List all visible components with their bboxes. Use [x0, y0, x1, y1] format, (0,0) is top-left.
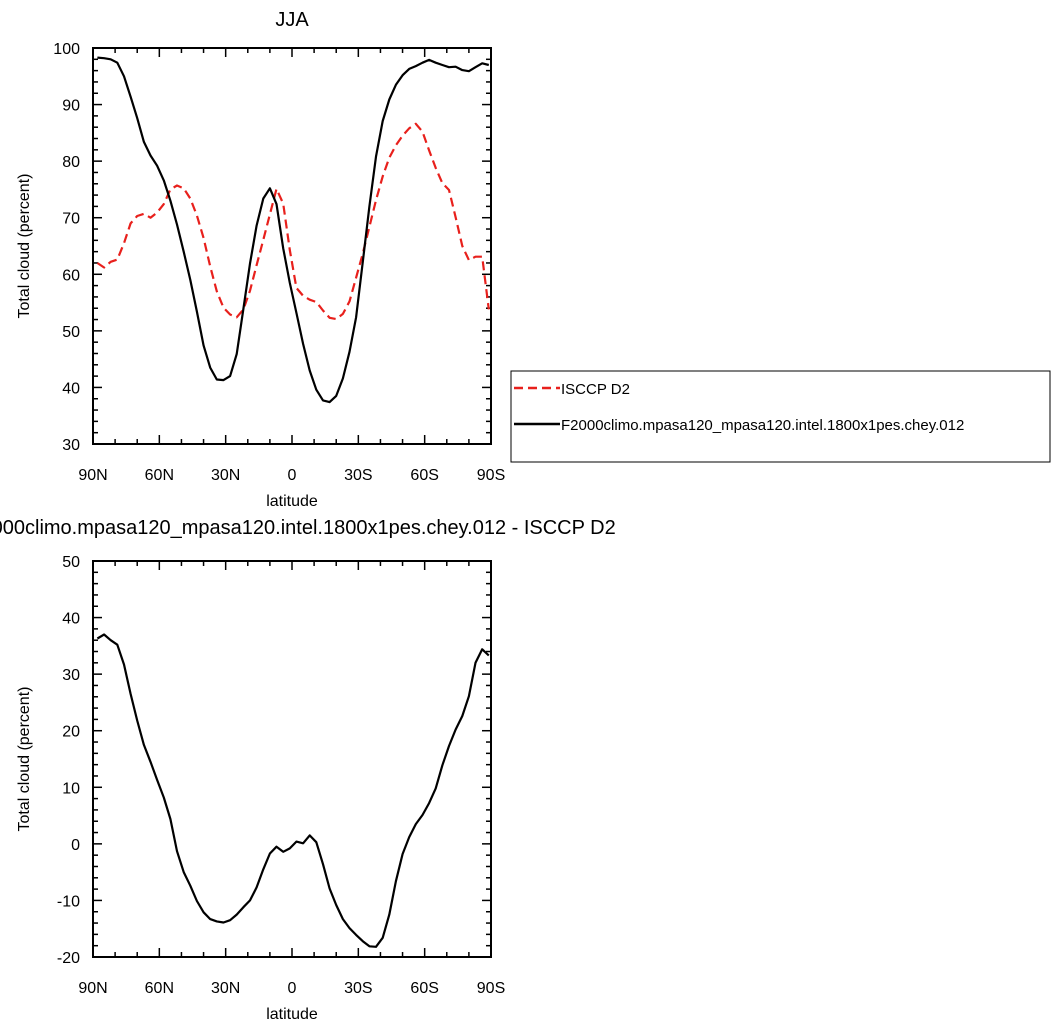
- x-tick-label: 30N: [211, 980, 240, 997]
- chart-bottom-frame: [92, 560, 492, 958]
- y-tick-label: 20: [62, 724, 80, 741]
- legend: ISCCP D2 F2000climo.mpasa120_mpasa120.in…: [510, 370, 1051, 463]
- chart-bottom-lines: [96, 633, 490, 948]
- legend-label-isccp: ISCCP D2: [561, 381, 630, 398]
- x-tick-label: 60N: [145, 980, 174, 997]
- y-tick-label: 90: [62, 98, 80, 115]
- y-tick-label: 0: [71, 837, 80, 854]
- x-tick-label: 90S: [477, 467, 505, 484]
- x-tick-label: 0: [288, 467, 297, 484]
- y-tick-label: -10: [57, 893, 80, 910]
- x-tick-label: 30S: [344, 980, 372, 997]
- chart-bottom-x-axis-label: latitude: [266, 1006, 318, 1023]
- x-tick-label: 90N: [78, 467, 107, 484]
- x-tick-label: 0: [288, 980, 297, 997]
- series-line-bot-0: [96, 633, 490, 948]
- chart-top-y-axis-label: Total cloud (percent): [16, 174, 33, 319]
- chart-top-y-tick-labels: 30 40 50 60 70 80 90 100: [53, 41, 80, 454]
- chart-top-x-axis-label: latitude: [266, 493, 318, 510]
- chart-top-ticks: [92, 47, 492, 445]
- y-tick-label: -20: [57, 950, 80, 967]
- y-tick-label: 60: [62, 267, 80, 284]
- chart-bottom: F2000climo.mpasa120_mpasa120.intel.1800x…: [0, 517, 616, 1023]
- chart-bottom-x-tick-labels: 90N 60N 30N 0 30S 60S 90S: [78, 980, 505, 997]
- legend-box: [510, 370, 1051, 463]
- x-tick-label: 90S: [477, 980, 505, 997]
- x-tick-label: 60N: [145, 467, 174, 484]
- chart-top-title: JJA: [275, 9, 309, 31]
- y-tick-label: 30: [62, 667, 80, 684]
- x-tick-label: 30S: [344, 467, 372, 484]
- chart-top-lines: [96, 56, 490, 404]
- y-tick-label: 30: [62, 437, 80, 454]
- legend-label-model: F2000climo.mpasa120_mpasa120.intel.1800x…: [561, 417, 964, 434]
- y-tick-label: 50: [62, 554, 80, 571]
- chart-bottom-ticks: [92, 560, 492, 958]
- y-tick-label: 50: [62, 324, 80, 341]
- chart-bottom-y-axis-label: Total cloud (percent): [16, 687, 33, 832]
- chart-bottom-y-tick-labels: -20 -10 0 10 20 30 40 50: [57, 554, 80, 967]
- chart-top-x-tick-labels: 90N 60N 30N 0 30S 60S 90S: [78, 467, 505, 484]
- x-tick-label: 60S: [410, 980, 438, 997]
- y-tick-label: 10: [62, 780, 80, 797]
- y-tick-label: 100: [53, 41, 80, 58]
- chart-top-frame: [92, 47, 492, 445]
- x-tick-label: 60S: [410, 467, 438, 484]
- x-tick-label: 90N: [78, 980, 107, 997]
- y-tick-label: 40: [62, 380, 80, 397]
- chart-bottom-title: F2000climo.mpasa120_mpasa120.intel.1800x…: [0, 517, 616, 539]
- series-line-top-0: [96, 122, 490, 321]
- series-line-top-1: [97, 56, 490, 404]
- y-tick-label: 80: [62, 154, 80, 171]
- y-tick-label: 70: [62, 211, 80, 228]
- y-tick-label: 40: [62, 611, 80, 628]
- x-tick-label: 30N: [211, 467, 240, 484]
